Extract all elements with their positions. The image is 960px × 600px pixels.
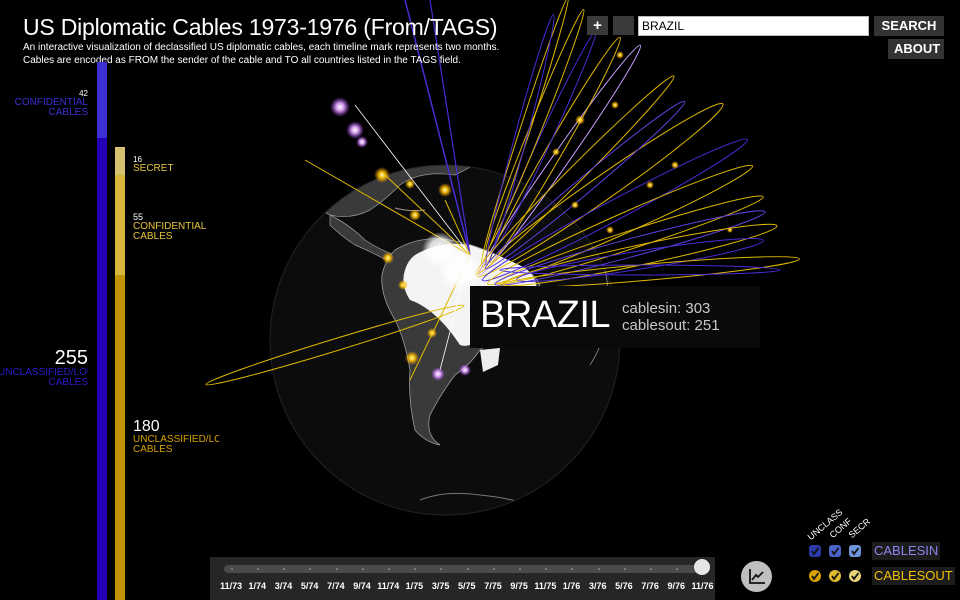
zoom-out-button[interactable] bbox=[613, 16, 634, 35]
timeline-label[interactable]: 5/76 bbox=[615, 581, 633, 591]
timeline-label[interactable]: 3/75 bbox=[431, 581, 450, 591]
about-button[interactable]: ABOUT bbox=[888, 39, 944, 59]
timeline-track[interactable] bbox=[224, 565, 710, 573]
cablesin-conf-checkbox[interactable] bbox=[829, 545, 841, 557]
check-icon bbox=[851, 547, 860, 556]
timeline-label[interactable]: 1/74 bbox=[248, 581, 267, 591]
timeline-label[interactable]: 11/74 bbox=[377, 581, 400, 591]
timeline-label[interactable]: 11/75 bbox=[534, 581, 557, 591]
timeline-labels: 11/73 1/74 3/74 5/74 7/74 9/74 11/74 1/7… bbox=[218, 581, 716, 591]
cables-out-confidential-bar bbox=[115, 175, 125, 275]
cablesout-secr-checkbox[interactable] bbox=[849, 570, 861, 582]
cablesin-secr-checkbox[interactable] bbox=[849, 545, 861, 557]
count: 55 bbox=[133, 212, 144, 222]
cables-in-confidential-bar bbox=[97, 62, 107, 138]
timeline-label[interactable]: 11/76 bbox=[691, 581, 714, 591]
timeline-label[interactable]: 7/74 bbox=[327, 581, 345, 591]
cablesin-unclass-checkbox[interactable] bbox=[809, 545, 821, 557]
check-icon bbox=[811, 572, 820, 581]
country-popup: BRAZIL cablesin: 303 cablesout: 251 bbox=[470, 286, 760, 348]
check-icon bbox=[831, 572, 840, 581]
search-input[interactable] bbox=[638, 16, 869, 36]
cablesout-stat: cablesout: 251 bbox=[622, 317, 720, 334]
timeline-label[interactable]: 7/76 bbox=[641, 581, 659, 591]
subtitle-line-1: An interactive visualization of declassi… bbox=[23, 42, 500, 53]
cablesout-toggle[interactable]: CABLESOUT bbox=[872, 567, 955, 585]
cablesout-conf-checkbox[interactable] bbox=[829, 570, 841, 582]
country-stats: cablesin: 303 cablesout: 251 bbox=[622, 300, 720, 334]
line-chart-icon bbox=[749, 569, 765, 584]
cables-out-unclassified-bar bbox=[115, 275, 125, 600]
page-title: US Diplomatic Cables 1973-1976 (From/TAG… bbox=[23, 14, 498, 40]
timeline-label[interactable]: 11/73 bbox=[220, 581, 243, 591]
timeline-slider[interactable]: 11/73 1/74 3/74 5/74 7/74 9/74 11/74 1/7… bbox=[210, 557, 715, 600]
count: 16 bbox=[133, 155, 142, 164]
timeline-label[interactable]: 3/74 bbox=[274, 581, 293, 591]
page-subtitle: An interactive visualization of declassi… bbox=[23, 42, 499, 67]
timeline-label[interactable]: 3/76 bbox=[588, 581, 607, 591]
cablesin-toggle[interactable]: CABLESIN bbox=[872, 542, 941, 560]
cable-arcs bbox=[205, 0, 800, 386]
cable-nodes bbox=[330, 51, 733, 381]
country-name: BRAZIL bbox=[480, 294, 611, 336]
count: 180 bbox=[133, 418, 160, 435]
cables-out-secret-bar bbox=[115, 147, 125, 175]
search-button[interactable]: SEARCH bbox=[874, 16, 944, 36]
timeline-label[interactable]: 1/75 bbox=[405, 581, 424, 591]
chart-toggle-button[interactable] bbox=[741, 561, 772, 592]
cablesin-stat: cablesin: 303 bbox=[622, 300, 711, 317]
zoom-in-button[interactable]: + bbox=[587, 16, 608, 35]
cables-in-unclassified-bar bbox=[97, 138, 107, 600]
cables-out-secret-label: 16 SECRET bbox=[133, 155, 174, 174]
cables-in-confidential-label: 42 CONFIDENTIAL CABLES bbox=[14, 89, 88, 118]
timeline-label[interactable]: 7/75 bbox=[484, 581, 502, 591]
check-icon bbox=[831, 547, 840, 556]
count: 42 bbox=[79, 89, 88, 98]
subtitle-line-2: Cables are encoded as FROM the sender of… bbox=[23, 54, 461, 66]
timeline-label[interactable]: 1/76 bbox=[562, 581, 581, 591]
timeline-label[interactable]: 9/76 bbox=[667, 581, 686, 591]
timeline-label[interactable]: 9/75 bbox=[510, 581, 528, 591]
count: 255 bbox=[54, 348, 88, 369]
cablesout-unclass-checkbox[interactable] bbox=[809, 570, 821, 582]
cables-in-unclassified-label: 255 UNCLASSIFIED/LOU CABLES bbox=[0, 348, 88, 388]
cables-out-confidential-label: 55 CONFIDENTIAL CABLES bbox=[133, 212, 207, 242]
timeline-label[interactable]: 5/74 bbox=[300, 581, 319, 591]
timeline-label[interactable]: 9/74 bbox=[353, 581, 371, 591]
check-icon bbox=[811, 547, 820, 556]
timeline-label[interactable]: 5/75 bbox=[458, 581, 476, 591]
timeline-handle[interactable] bbox=[694, 559, 710, 575]
check-icon bbox=[851, 572, 860, 581]
cables-out-unclassified-label: 180 UNCLASSIFIED/LOU CABLES bbox=[133, 418, 219, 455]
